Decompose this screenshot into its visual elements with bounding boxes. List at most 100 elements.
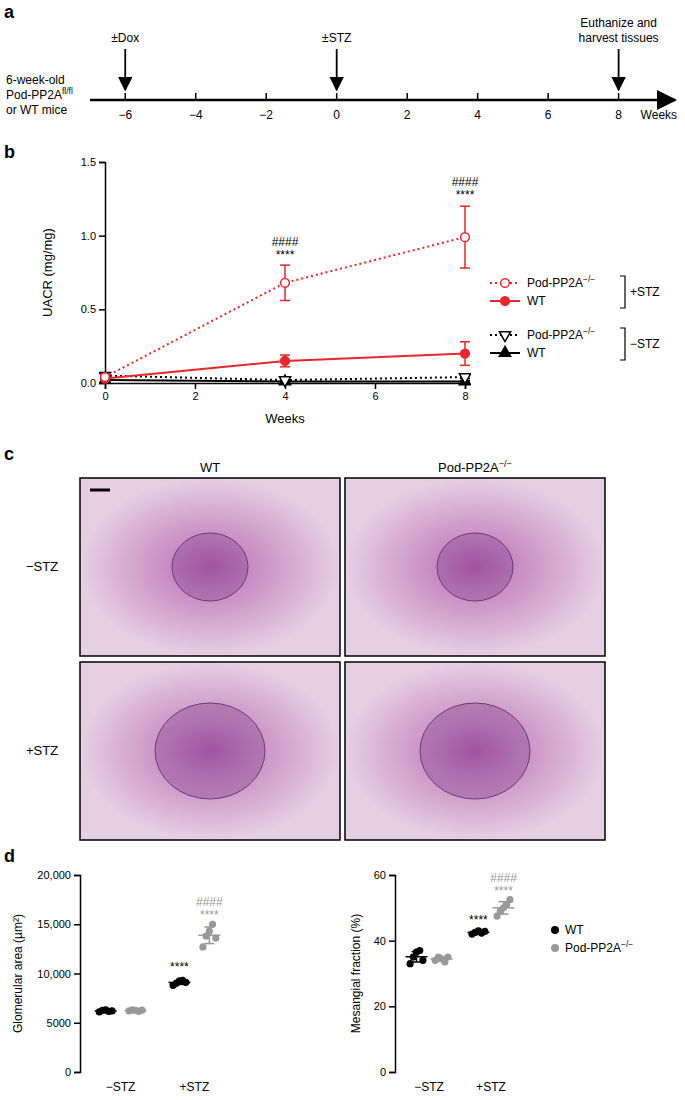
- axis-line: [389, 876, 396, 1073]
- axis-line: [396, 1072, 526, 1073]
- axis-title: Weeks: [265, 411, 305, 426]
- series-line: [105, 237, 465, 377]
- glomerulus: [155, 703, 265, 799]
- panel-label: c: [4, 444, 14, 464]
- text-part: Pod-PP2A: [527, 276, 583, 290]
- point: [461, 349, 470, 358]
- histology-image: [345, 478, 605, 656]
- sd-stem: [209, 927, 211, 944]
- legend-group-label: +STZ: [630, 285, 660, 299]
- tick: +STZ: [476, 1072, 506, 1094]
- annotation: ****: [276, 248, 295, 262]
- point: [281, 278, 290, 287]
- sd-cap: [174, 984, 184, 986]
- tick-mark: [74, 1072, 80, 1074]
- tick-mark: [477, 93, 479, 100]
- sd-cap: [473, 933, 483, 935]
- glomerulus: [420, 703, 530, 799]
- point: [99, 374, 110, 384]
- legend-symbol: [499, 332, 510, 342]
- annotation: ****: [200, 908, 219, 922]
- point: [199, 943, 206, 950]
- sd-stem: [503, 902, 505, 914]
- legend-symbol: [551, 926, 559, 934]
- error-bar: [280, 265, 290, 300]
- tick: 0: [380, 1066, 395, 1078]
- start-label: Pod-PP2Afl/fl: [6, 86, 73, 102]
- plot-area: [406, 896, 515, 967]
- annotation: ±Dox: [111, 31, 139, 45]
- point: [407, 960, 414, 967]
- tick-mark: [389, 1006, 395, 1008]
- tick-label: 40: [374, 935, 386, 947]
- tick-mark: [74, 1023, 80, 1025]
- tick-label: −STZ: [414, 1080, 444, 1094]
- tick-label: 20: [374, 1000, 386, 1012]
- legend-label: WT: [527, 346, 546, 360]
- tick: 10,000: [37, 968, 80, 980]
- text-part: Pod-PP2A: [438, 460, 499, 475]
- tick: 40: [374, 935, 395, 947]
- legend-label: WT: [565, 923, 584, 937]
- annotation: ####: [452, 175, 479, 189]
- glomerulus: [437, 533, 513, 601]
- tick-mark: [99, 309, 105, 311]
- tick-mark: [375, 383, 377, 389]
- tick: 1.5: [81, 156, 105, 168]
- tick: 20: [374, 1000, 395, 1012]
- tick: 2: [192, 383, 198, 402]
- annotation: ####: [272, 235, 299, 249]
- legend-symbol: [501, 279, 510, 288]
- superscript: fl/fl: [62, 86, 73, 96]
- tick: −STZ: [414, 1072, 444, 1094]
- axis-yticks: 0 20 40 60: [374, 869, 396, 1078]
- panel-d-4: 0204060−STZ+STZMesangial fraction (%)***…: [349, 869, 633, 1094]
- tick-label: −2: [259, 108, 273, 122]
- tick-label: 60: [374, 869, 386, 881]
- tick-mark: [195, 383, 197, 389]
- superscript: −/−: [621, 939, 633, 949]
- tick-mark: [74, 924, 80, 926]
- annotation: ****: [456, 188, 475, 202]
- tick-label: 4: [474, 108, 481, 122]
- point: [99, 372, 110, 382]
- plot-area: [99, 206, 470, 386]
- row-label: +STZ: [26, 743, 58, 758]
- glomerulus: [172, 533, 248, 601]
- legend-bracket: [620, 328, 625, 360]
- mean-line: [95, 1010, 117, 1012]
- sd-cap: [204, 943, 214, 945]
- tick: 0.5: [81, 303, 105, 315]
- timeline-axis: [90, 99, 675, 102]
- tick: 15,000: [37, 918, 80, 930]
- tick-label: 10,000: [37, 968, 71, 980]
- tick-label: 4: [282, 390, 288, 402]
- axis-yticks: 0.00.51.01.5: [81, 156, 106, 389]
- panel-label: a: [4, 2, 15, 22]
- tick-label: 5000: [47, 1017, 71, 1029]
- legend-symbol: [499, 346, 510, 356]
- tick-label: −4: [189, 108, 203, 122]
- histology-image: [345, 662, 605, 840]
- sd-cap: [131, 1009, 141, 1011]
- legend-symbol: [501, 297, 510, 306]
- sd-cap: [498, 901, 508, 903]
- tick-label: 1.0: [81, 230, 96, 242]
- tick-mark: [74, 973, 80, 975]
- tick-label: 2: [192, 390, 198, 402]
- point: [281, 357, 290, 366]
- tick-mark: [389, 1072, 395, 1074]
- tick: 0: [65, 1066, 80, 1078]
- annotation: ****: [494, 884, 513, 898]
- sd-stem: [416, 952, 418, 963]
- error-cap: [280, 300, 290, 302]
- panel-c: WTPod-PP2A−/−−STZ+STZ: [26, 459, 605, 840]
- legend-label: Pod-PP2A−/−: [527, 274, 595, 290]
- sd-cap: [131, 1010, 141, 1012]
- sd-cap: [437, 956, 447, 958]
- annotation: ####: [490, 871, 517, 885]
- sd-cap: [204, 926, 214, 928]
- tick-mark: [74, 875, 80, 877]
- point: [101, 373, 110, 382]
- axis-title: UACR (mg/mg): [40, 228, 55, 317]
